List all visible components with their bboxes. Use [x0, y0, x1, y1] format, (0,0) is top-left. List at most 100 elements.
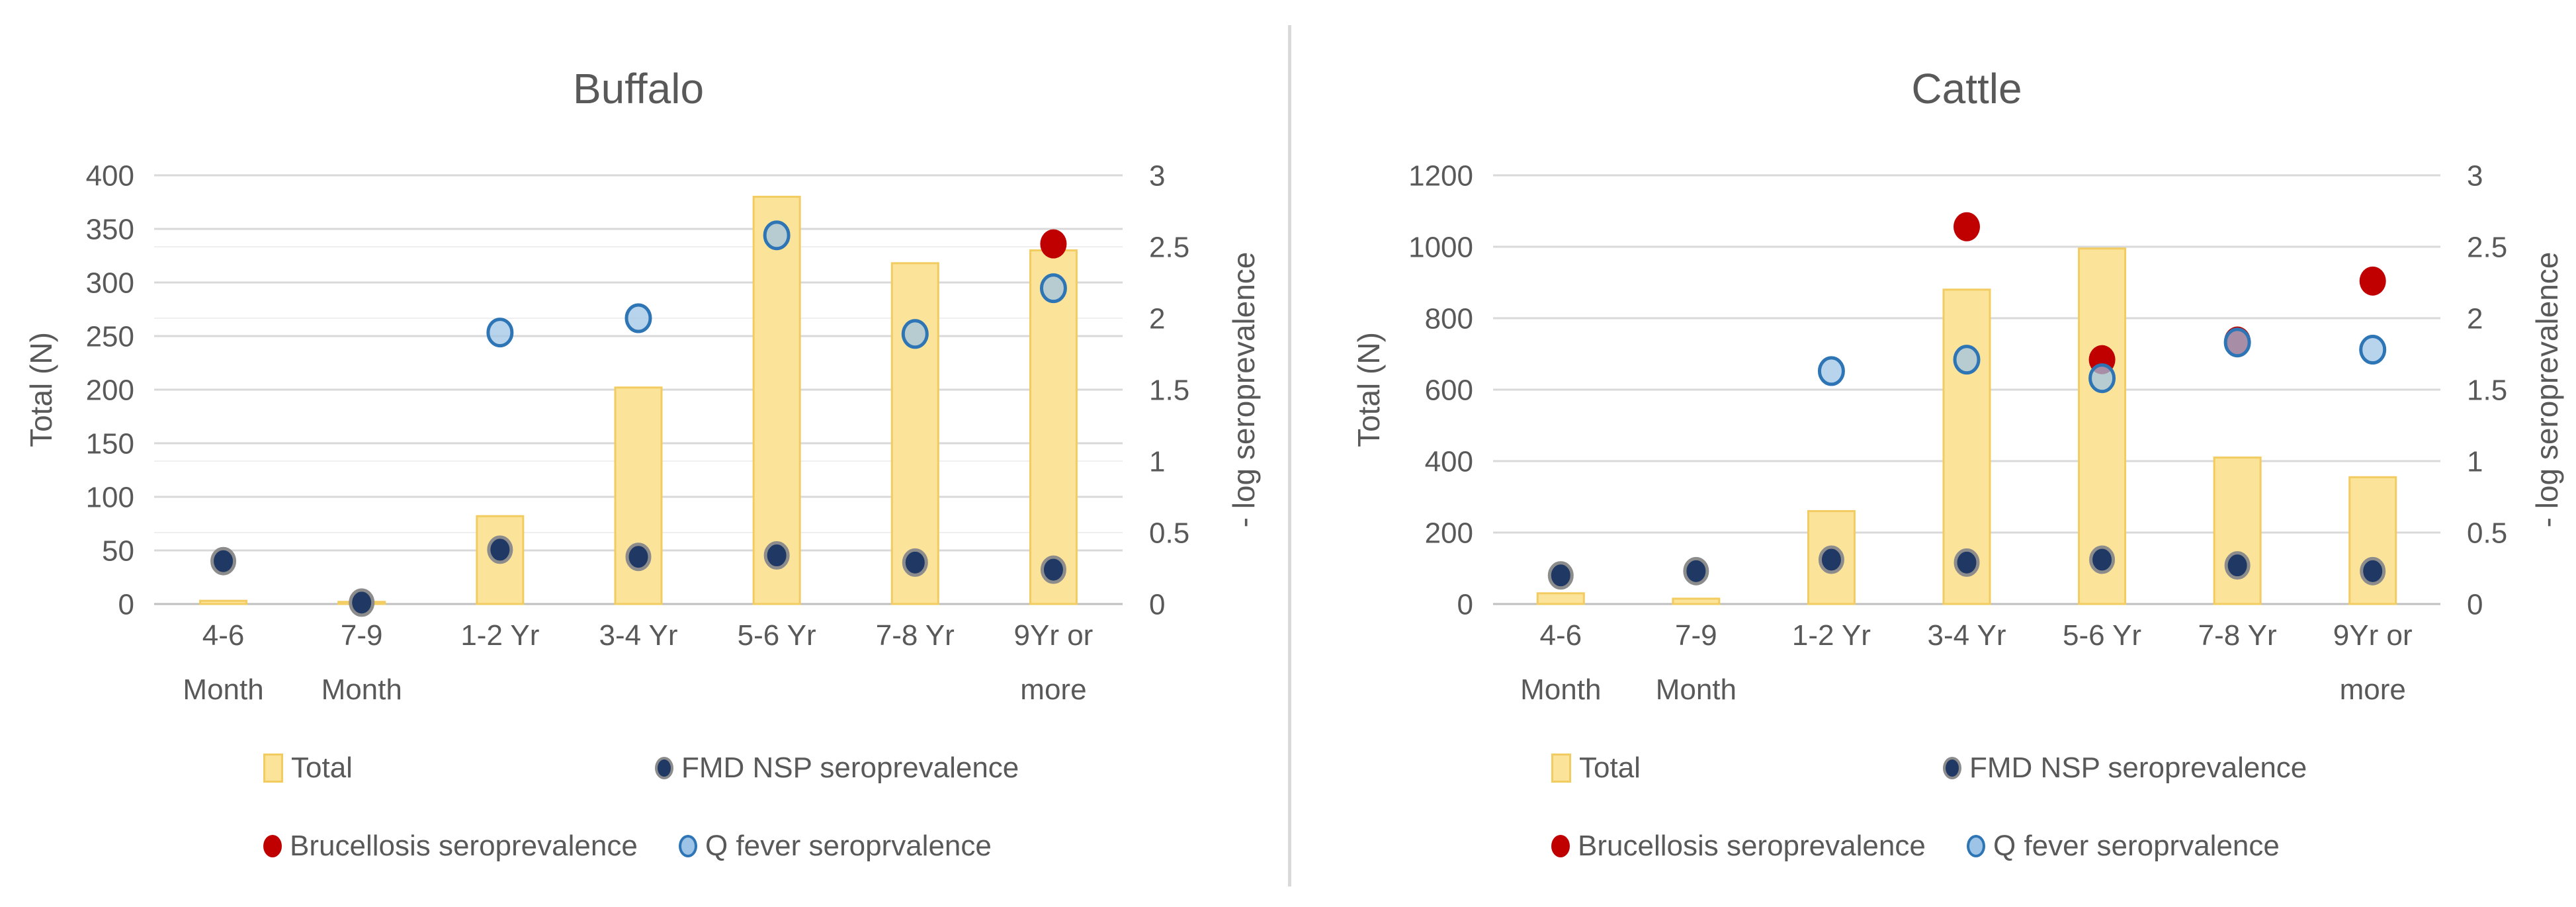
- category-label: 3-4 Yr: [599, 619, 677, 652]
- right-axis-tick: 3: [1149, 159, 1165, 192]
- total-bar: [614, 386, 663, 605]
- legend-row: Brucellosis seroprevalence Q fever serop…: [263, 828, 1019, 865]
- category-label: 4-6 Month: [1520, 619, 1601, 706]
- category-label: 5-6 Yr: [738, 619, 816, 652]
- legend-row: Total FMD NSP seroprevalence: [263, 750, 1019, 787]
- fmd-dot: [763, 541, 790, 570]
- legend-row: Brucellosis seroprevalence Q fever serop…: [1551, 828, 2307, 865]
- right-axis-tick: 2.5: [2467, 231, 2507, 263]
- category-label: 9Yr or more: [2333, 619, 2413, 706]
- total-bar-swatch-icon: [1551, 754, 1571, 783]
- left-axis-tick: 300: [86, 267, 134, 299]
- total-bar: [752, 195, 801, 605]
- left-axis-tick: 250: [86, 320, 134, 353]
- legend-row: Total FMD NSP seroprevalence: [1551, 750, 2307, 787]
- right-axis-tick: 1.5: [1149, 374, 1189, 406]
- total-bar: [2348, 476, 2397, 605]
- fmd-dot: [625, 542, 652, 572]
- qfever-dot-icon: [1967, 835, 1985, 857]
- fmd-dot: [2360, 556, 2386, 585]
- legend-label: Q fever seroprvalence: [1993, 830, 2280, 862]
- legend-item-qfever: Q fever seroprvalence: [1967, 828, 2280, 865]
- left-axis-tick: 100: [86, 481, 134, 513]
- legend-item-total: Total: [1551, 750, 1943, 787]
- category-label: 9Yr or more: [1014, 619, 1094, 706]
- legend-label: FMD NSP seroprevalence: [1969, 752, 2307, 784]
- brucellosis-dot: [1953, 212, 1980, 241]
- qfever-dot: [624, 303, 652, 333]
- total-bar: [1672, 597, 1721, 605]
- category-label: 1-2 Yr: [1792, 619, 1871, 652]
- left-axis-tick: 1000: [1408, 231, 1473, 263]
- fmd-dot: [1683, 556, 1709, 585]
- category-label: 7-9 Month: [322, 619, 402, 706]
- right-axis-tick: 1: [1149, 445, 1165, 478]
- legend-label: Brucellosis seroprevalence: [1578, 830, 1926, 862]
- qfever-dot: [1039, 273, 1067, 304]
- total-bar: [2213, 456, 2262, 605]
- left-axis-tick: 350: [86, 213, 134, 245]
- total-bar: [1029, 249, 1078, 605]
- legend-item-brucellosis: Brucellosis seroprevalence: [1551, 828, 1967, 865]
- fmd-dot: [1547, 561, 1574, 590]
- left-axis-tick: 50: [102, 535, 134, 567]
- right-axis-tick: 0: [2467, 588, 2483, 621]
- right-axis-tick: 0.5: [1149, 517, 1189, 549]
- category-label: 1-2 Yr: [460, 619, 539, 652]
- right-axis-tick: 2: [1149, 302, 1165, 335]
- chart-plot-area: 0 200 400 600 800 1000 1200 0 0.5 1 1.5 2 2.5 3 4-6 Mon…: [1408, 159, 2507, 706]
- qfever-dot: [901, 319, 929, 349]
- left-axis-tick: 800: [1425, 302, 1473, 335]
- qfever-dot: [1817, 356, 1845, 386]
- brucellosis-dot: [1040, 229, 1067, 259]
- legend-label: Q fever seroprvalence: [705, 830, 992, 862]
- left-axis-tick: 1200: [1408, 159, 1473, 192]
- fmd-dot: [1953, 548, 1980, 577]
- brucellosis-dot: [2359, 266, 2386, 296]
- qfever-dot-icon: [679, 835, 697, 857]
- right-axis-tick: 0: [1149, 588, 1165, 621]
- qfever-dot: [2088, 363, 2116, 394]
- total-bar: [1536, 592, 1585, 605]
- total-bar: [199, 599, 248, 605]
- legend-item-brucellosis: Brucellosis seroprevalence: [263, 828, 679, 865]
- fmd-dot: [1818, 545, 1844, 574]
- chart-title-buffalo: Buffalo: [572, 65, 705, 112]
- legend-label: Brucellosis seroprevalence: [290, 830, 638, 862]
- category-label: 4-6 Month: [183, 619, 263, 706]
- legend-item-total: Total: [263, 750, 655, 787]
- category-label: 7-9 Month: [1656, 619, 1737, 706]
- fmd-dot-icon: [1943, 757, 1961, 779]
- panel-divider-line: [1288, 25, 1291, 886]
- left-axis-tick: 0: [1457, 588, 1473, 621]
- qfever-dot: [763, 220, 791, 251]
- qfever-dot: [2223, 327, 2251, 358]
- category-label: 7-8 Yr: [876, 619, 955, 652]
- chart-legend: Total FMD NSP seroprevalence Brucellosis…: [1551, 750, 2307, 865]
- buffalo-chart-panel: Buffalo Total (N) - log seroprevalence 0…: [24, 65, 1261, 865]
- right-axis-tick: 0.5: [2467, 517, 2507, 549]
- chart-plot-area: 0 50 100 150 200 250 300 350 400 0 0.5 1 1.5 2 2.5 3 4-6…: [86, 159, 1190, 706]
- left-axis-tick: 150: [86, 427, 134, 460]
- category-label: 7-8 Yr: [2198, 619, 2277, 652]
- left-axis-tick: 400: [86, 159, 134, 192]
- category-label: 3-4 Yr: [1927, 619, 2006, 652]
- fmd-dot: [1040, 555, 1066, 584]
- chart-legend: Total FMD NSP seroprevalence Brucellosis…: [263, 750, 1019, 865]
- left-axis-tick: 200: [86, 374, 134, 406]
- left-axis-tick: 400: [1425, 445, 1473, 478]
- fmd-dot: [487, 535, 513, 564]
- qfever-dot: [1953, 345, 1981, 375]
- legend-label: FMD NSP seroprevalence: [681, 752, 1019, 784]
- brucellosis-dot-icon: [263, 835, 282, 857]
- right-axis-tick: 1: [2467, 445, 2483, 478]
- fmd-dot: [902, 548, 928, 577]
- fmd-dot: [2224, 551, 2251, 580]
- fmd-dot-icon: [655, 757, 673, 779]
- qfever-dot: [486, 318, 514, 348]
- category-label: 5-6 Yr: [2063, 619, 2141, 652]
- legend-label: Total: [1579, 752, 1641, 784]
- brucellosis-dot-icon: [1551, 835, 1570, 857]
